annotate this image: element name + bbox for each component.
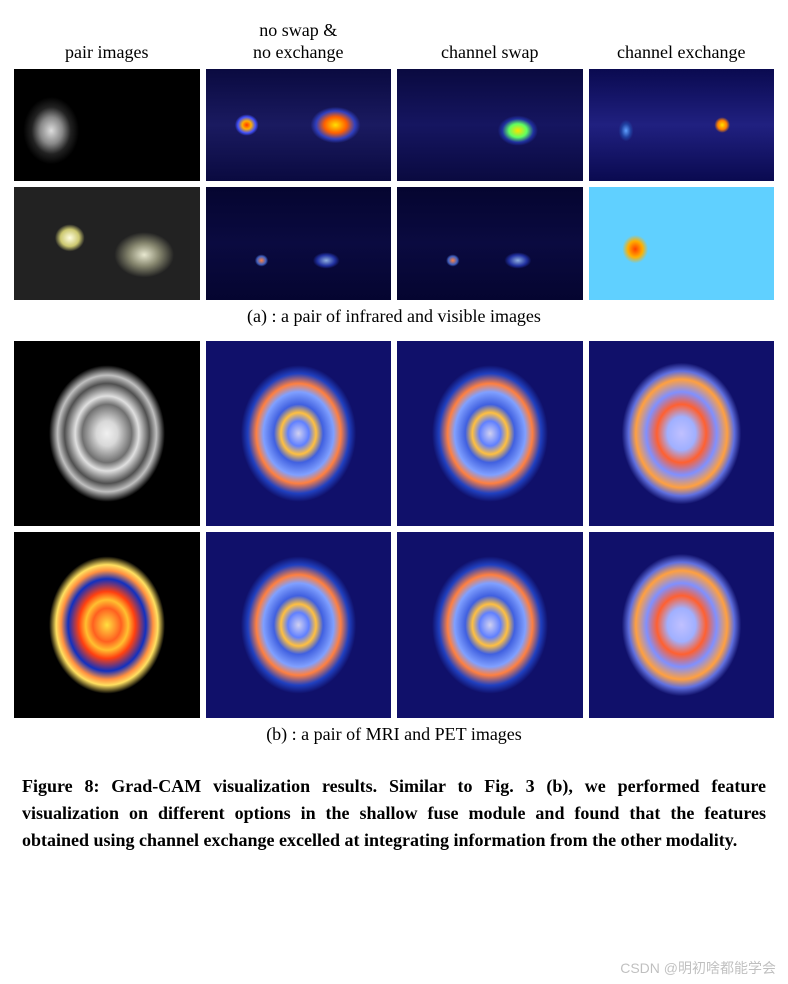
col-header-noswap: no swap & no exchange: [206, 20, 392, 63]
img-b-r1-swap: [397, 341, 583, 527]
col-header-noswap-line2: no exchange: [253, 42, 343, 62]
section-a-row2: [14, 187, 774, 299]
img-a-r1-swap: [397, 69, 583, 181]
figure-container: pair images no swap & no exchange channe…: [14, 20, 774, 854]
img-b-r2-pair: [14, 532, 200, 718]
img-a-r1-noswap: [206, 69, 392, 181]
section-a-row1: [14, 69, 774, 181]
img-b-r2-swap: [397, 532, 583, 718]
section-b-row2: [14, 532, 774, 718]
figure-caption: Figure 8: Grad-CAM visualization results…: [14, 773, 774, 854]
img-b-r1-pair: [14, 341, 200, 527]
column-header-row: pair images no swap & no exchange channe…: [14, 20, 774, 63]
img-a-r2-exchange: [589, 187, 775, 299]
watermark-text: CSDN @明初啥都能学会: [620, 958, 776, 978]
section-a-caption: (a) : a pair of infrared and visible ima…: [14, 306, 774, 327]
col-header-pair: pair images: [14, 42, 200, 64]
section-b-caption: (b) : a pair of MRI and PET images: [14, 724, 774, 745]
col-header-exchange: channel exchange: [589, 42, 775, 64]
img-b-r1-noswap: [206, 341, 392, 527]
img-a-r2-noswap: [206, 187, 392, 299]
img-b-r2-exchange: [589, 532, 775, 718]
img-b-r1-exchange: [589, 341, 775, 527]
img-a-r2-pair: [14, 187, 200, 299]
col-header-noswap-line1: no swap &: [259, 20, 337, 40]
img-a-r1-exchange: [589, 69, 775, 181]
img-a-r1-pair: [14, 69, 200, 181]
section-b-row1: [14, 341, 774, 527]
img-a-r2-swap: [397, 187, 583, 299]
col-header-swap: channel swap: [397, 42, 583, 64]
img-b-r2-noswap: [206, 532, 392, 718]
